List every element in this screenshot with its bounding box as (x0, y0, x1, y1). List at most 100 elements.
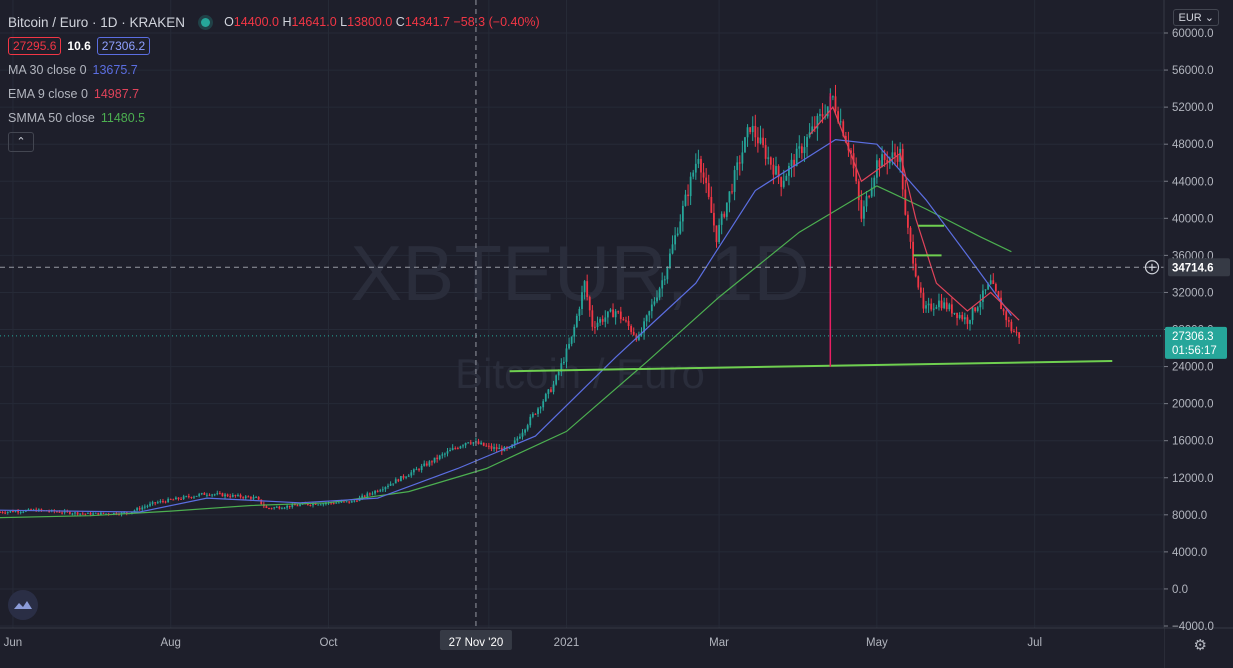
candle-body (1007, 320, 1010, 322)
ask-price[interactable]: 27306.2 (96, 37, 151, 55)
candle-body (700, 158, 702, 173)
candle-body (79, 513, 82, 515)
candle-body (718, 224, 720, 243)
y-tick-label: 0.0 (1172, 584, 1188, 596)
candle-body (156, 502, 159, 504)
candle-body (68, 511, 71, 514)
x-tick-label: Aug (160, 637, 180, 649)
candle-body (433, 457, 436, 463)
indicator-smma[interactable]: SMMA 50 close 11480.5 (8, 106, 540, 130)
candle-body (632, 331, 635, 335)
candle-body (115, 512, 118, 515)
candle-body (350, 501, 353, 503)
candle-body (529, 416, 532, 426)
ohlc-c: 14341.7 (404, 15, 451, 29)
crosshair-plus-icon[interactable] (1144, 260, 1160, 275)
indicator-smma-value: 11480.5 (100, 111, 146, 125)
candle-body (749, 127, 752, 133)
candle-body (332, 502, 335, 504)
candle-body (930, 303, 933, 310)
indicator-ma[interactable]: MA 30 close 0 13675.7 (8, 58, 540, 82)
candle-body (591, 310, 594, 327)
support-trendline[interactable] (509, 360, 1113, 373)
candle-body (281, 508, 283, 510)
candle-body (645, 315, 648, 322)
candle-body (705, 177, 708, 184)
candle-body (472, 442, 475, 444)
y-tick-label: 32000.0 (1172, 287, 1214, 299)
candle-body (451, 448, 454, 451)
tradingview-cloud-icon[interactable] (8, 590, 38, 620)
candle-body (187, 496, 190, 498)
candle-body (788, 165, 790, 176)
candle-body (273, 507, 276, 509)
candle-body (555, 375, 558, 385)
candle-body (754, 125, 757, 138)
candle-body (868, 196, 871, 198)
candle-body (904, 189, 907, 215)
candle-body (617, 311, 620, 313)
candle-body (387, 485, 389, 488)
candle-body (596, 322, 599, 328)
candle-body (288, 505, 291, 507)
candle-body (544, 393, 547, 402)
candle-body (125, 512, 128, 514)
candle-body (353, 500, 356, 502)
candle-body (679, 221, 682, 234)
candle-body (177, 497, 180, 499)
symbol-title[interactable]: Bitcoin / Euro · 1D · KRAKEN (8, 14, 186, 30)
candle-body (524, 429, 526, 433)
candle-body (374, 490, 376, 494)
candle-body (169, 498, 172, 500)
last-price-label: 27306.3 (1172, 331, 1214, 343)
candle-body (883, 154, 886, 160)
candle-body (539, 407, 542, 409)
chevron-up-icon[interactable]: ⌃ (8, 132, 34, 152)
bid-price[interactable]: 27295.6 (8, 37, 62, 55)
gear-icon[interactable]: ⚙ (1193, 637, 1207, 654)
candle-body (638, 334, 640, 340)
bar-countdown-label: 01:56:17 (1172, 345, 1217, 357)
candle-body (203, 493, 206, 495)
time-axis[interactable] (0, 628, 1164, 668)
crosshair-date-box (439, 630, 512, 650)
candle-body (932, 308, 935, 310)
candle-body (627, 320, 630, 327)
candle-body (961, 315, 964, 320)
candle-body (777, 166, 780, 178)
candle-body (707, 183, 710, 197)
currency-selector[interactable]: EUR ⌄ (1173, 9, 1219, 26)
candle-body (27, 509, 30, 511)
candle-body (948, 304, 951, 310)
candle-body (731, 191, 733, 193)
candle-body (832, 96, 834, 98)
candle-body (826, 106, 829, 117)
candle-body (423, 463, 426, 466)
candle-body (495, 447, 498, 450)
candle-body (97, 512, 100, 515)
candle-body (1015, 331, 1018, 333)
candle-body (164, 501, 167, 503)
indicator-smma-label: SMMA 50 close (8, 111, 95, 125)
candle-body (914, 263, 917, 277)
indicator-ema[interactable]: EMA 9 close 0 14987.7 (8, 82, 540, 106)
candle-body (782, 180, 785, 187)
candle-body (74, 512, 76, 514)
candle-body (136, 508, 138, 511)
y-tick-label: 4000.0 (1172, 547, 1207, 559)
candle-body (405, 476, 408, 478)
candle-body (669, 253, 671, 268)
candle-body (76, 512, 79, 515)
candle-body (976, 307, 979, 311)
candle-body (772, 164, 775, 175)
candle-body (945, 302, 948, 310)
candle-body (389, 483, 392, 486)
candle-body (40, 509, 43, 511)
candle-body (819, 114, 821, 116)
candle-body (379, 490, 382, 492)
candle-body (676, 233, 679, 236)
candle-body (798, 146, 801, 149)
candle-body (994, 284, 997, 292)
